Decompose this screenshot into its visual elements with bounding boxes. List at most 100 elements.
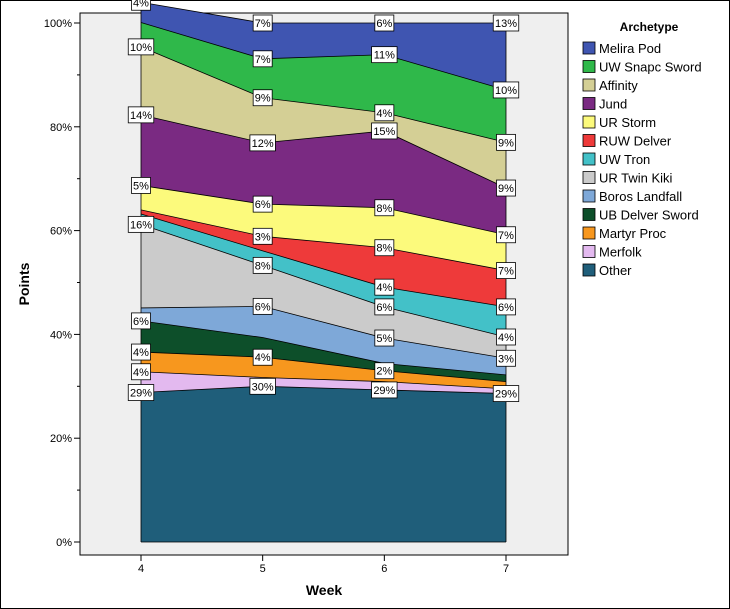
boundary-martyr-proc [140,351,507,383]
svg-text:4%: 4% [133,347,149,359]
data-label: 4% [374,104,395,122]
svg-text:4%: 4% [133,367,149,379]
data-label: 15% [371,122,398,140]
svg-text:9%: 9% [498,137,514,149]
y-tick-label: 0% [56,537,72,549]
svg-text:5%: 5% [376,333,392,345]
data-label: 30% [249,377,276,395]
legend-label: Jund [599,97,627,112]
area-layers [141,2,506,542]
legend-label: UW Tron [599,152,650,167]
svg-text:29%: 29% [130,388,152,400]
legend-item: UB Delver Sword [582,208,699,223]
svg-text:11%: 11% [374,50,395,62]
svg-text:15%: 15% [373,126,395,138]
svg-text:3%: 3% [498,353,514,365]
area-jund [141,114,506,235]
legend-title: Archetype [620,20,679,34]
svg-text:10%: 10% [130,42,152,54]
data-label: 7% [496,262,516,279]
svg-text:4%: 4% [376,108,392,120]
data-label: 3% [496,349,516,367]
legend-item: Boros Landfall [582,189,682,204]
legend-swatch [582,41,596,55]
data-label: 16% [127,215,155,233]
data-label: 8% [374,199,395,217]
svg-text:5%: 5% [133,180,149,192]
legend-item: Jund [582,97,627,112]
legend-item: Merfolk [582,245,642,260]
svg-text:6%: 6% [376,18,392,30]
x-tick-label: 5 [260,563,266,575]
svg-text:4%: 4% [133,0,149,9]
boundary-ur-twin-kiki [140,223,507,338]
data-label: 11% [371,46,398,64]
legend-item: Affinity [582,78,638,93]
legend-label: UB Delver Sword [599,208,699,223]
legend-item: UR Twin Kiki [582,171,673,186]
legend-swatch [582,78,596,92]
area-ruw-delver [141,209,506,307]
boundary-ub-delver-sword [140,320,507,376]
legend-item: Other [582,263,632,278]
data-label: 10% [492,81,520,99]
area-ur-storm [141,185,506,271]
svg-text:6%: 6% [498,302,514,314]
legend-label: Melira Pod [599,41,661,56]
legend-label: Merfolk [599,245,642,260]
svg-text:7%: 7% [498,230,514,242]
boundary-other [140,385,507,394]
legend-label: Martyr Proc [599,226,667,241]
legend-item: UW Tron [582,152,650,167]
data-label: 8% [252,256,273,274]
svg-text:29%: 29% [373,385,395,397]
data-label: 9% [252,89,273,107]
svg-text:8%: 8% [376,243,392,255]
area-martyr-proc [141,352,506,389]
x-tick-label: 6 [381,563,387,575]
data-label: 6% [374,298,395,316]
data-labels: 29% 30% 29% 29% 4% 4% 4% 2% 6% 6% 5% 3% 16% 8% 6% 4% 4% 6… [127,0,520,402]
legend-swatch [582,152,596,166]
legend-swatch [582,189,596,203]
boundary-boros-landfall [140,305,507,359]
boundary-affinity [140,46,507,143]
legend-label: UR Twin Kiki [599,171,673,186]
data-label: 6% [131,312,151,330]
svg-text:6%: 6% [133,316,149,328]
svg-text:16%: 16% [130,219,152,231]
y-tick-label: 60% [50,226,72,238]
legend: Archetype Melira Pod UW Snapc Sword Affini… [582,20,702,278]
data-label: 7% [252,50,273,68]
legend-swatch [582,134,596,147]
data-label: 10% [127,38,155,56]
legend-swatch [582,171,596,184]
y-tick-label: 100% [44,18,72,30]
svg-text:29%: 29% [495,389,517,401]
legend-item: UW Snapc Sword [582,60,702,75]
data-label: 8% [374,239,395,257]
data-label: 9% [496,179,516,197]
data-label: 4% [496,328,516,346]
svg-text:14%: 14% [130,110,152,122]
y-axis-title: Points [16,262,32,305]
data-label: 4% [131,0,151,11]
area-ur-twin-kiki [141,224,506,359]
svg-text:13%: 13% [495,18,517,30]
legend-swatch [582,263,596,277]
x-axis-title: Week [306,582,343,598]
data-label: 3% [252,227,273,245]
svg-text:6%: 6% [255,199,271,211]
legend-item: Martyr Proc [582,226,667,241]
boundary-ruw-delver [140,209,507,271]
legend-item: RUW Delver [582,134,672,149]
svg-text:9%: 9% [498,183,514,195]
data-label: 9% [496,133,516,151]
svg-text:4%: 4% [498,332,514,344]
data-label: 5% [131,177,151,194]
y-tick-label: 40% [50,329,72,341]
legend-swatch [582,97,596,110]
data-label: 29% [371,381,398,399]
legend-swatch [582,226,596,240]
data-label: 29% [127,384,155,401]
